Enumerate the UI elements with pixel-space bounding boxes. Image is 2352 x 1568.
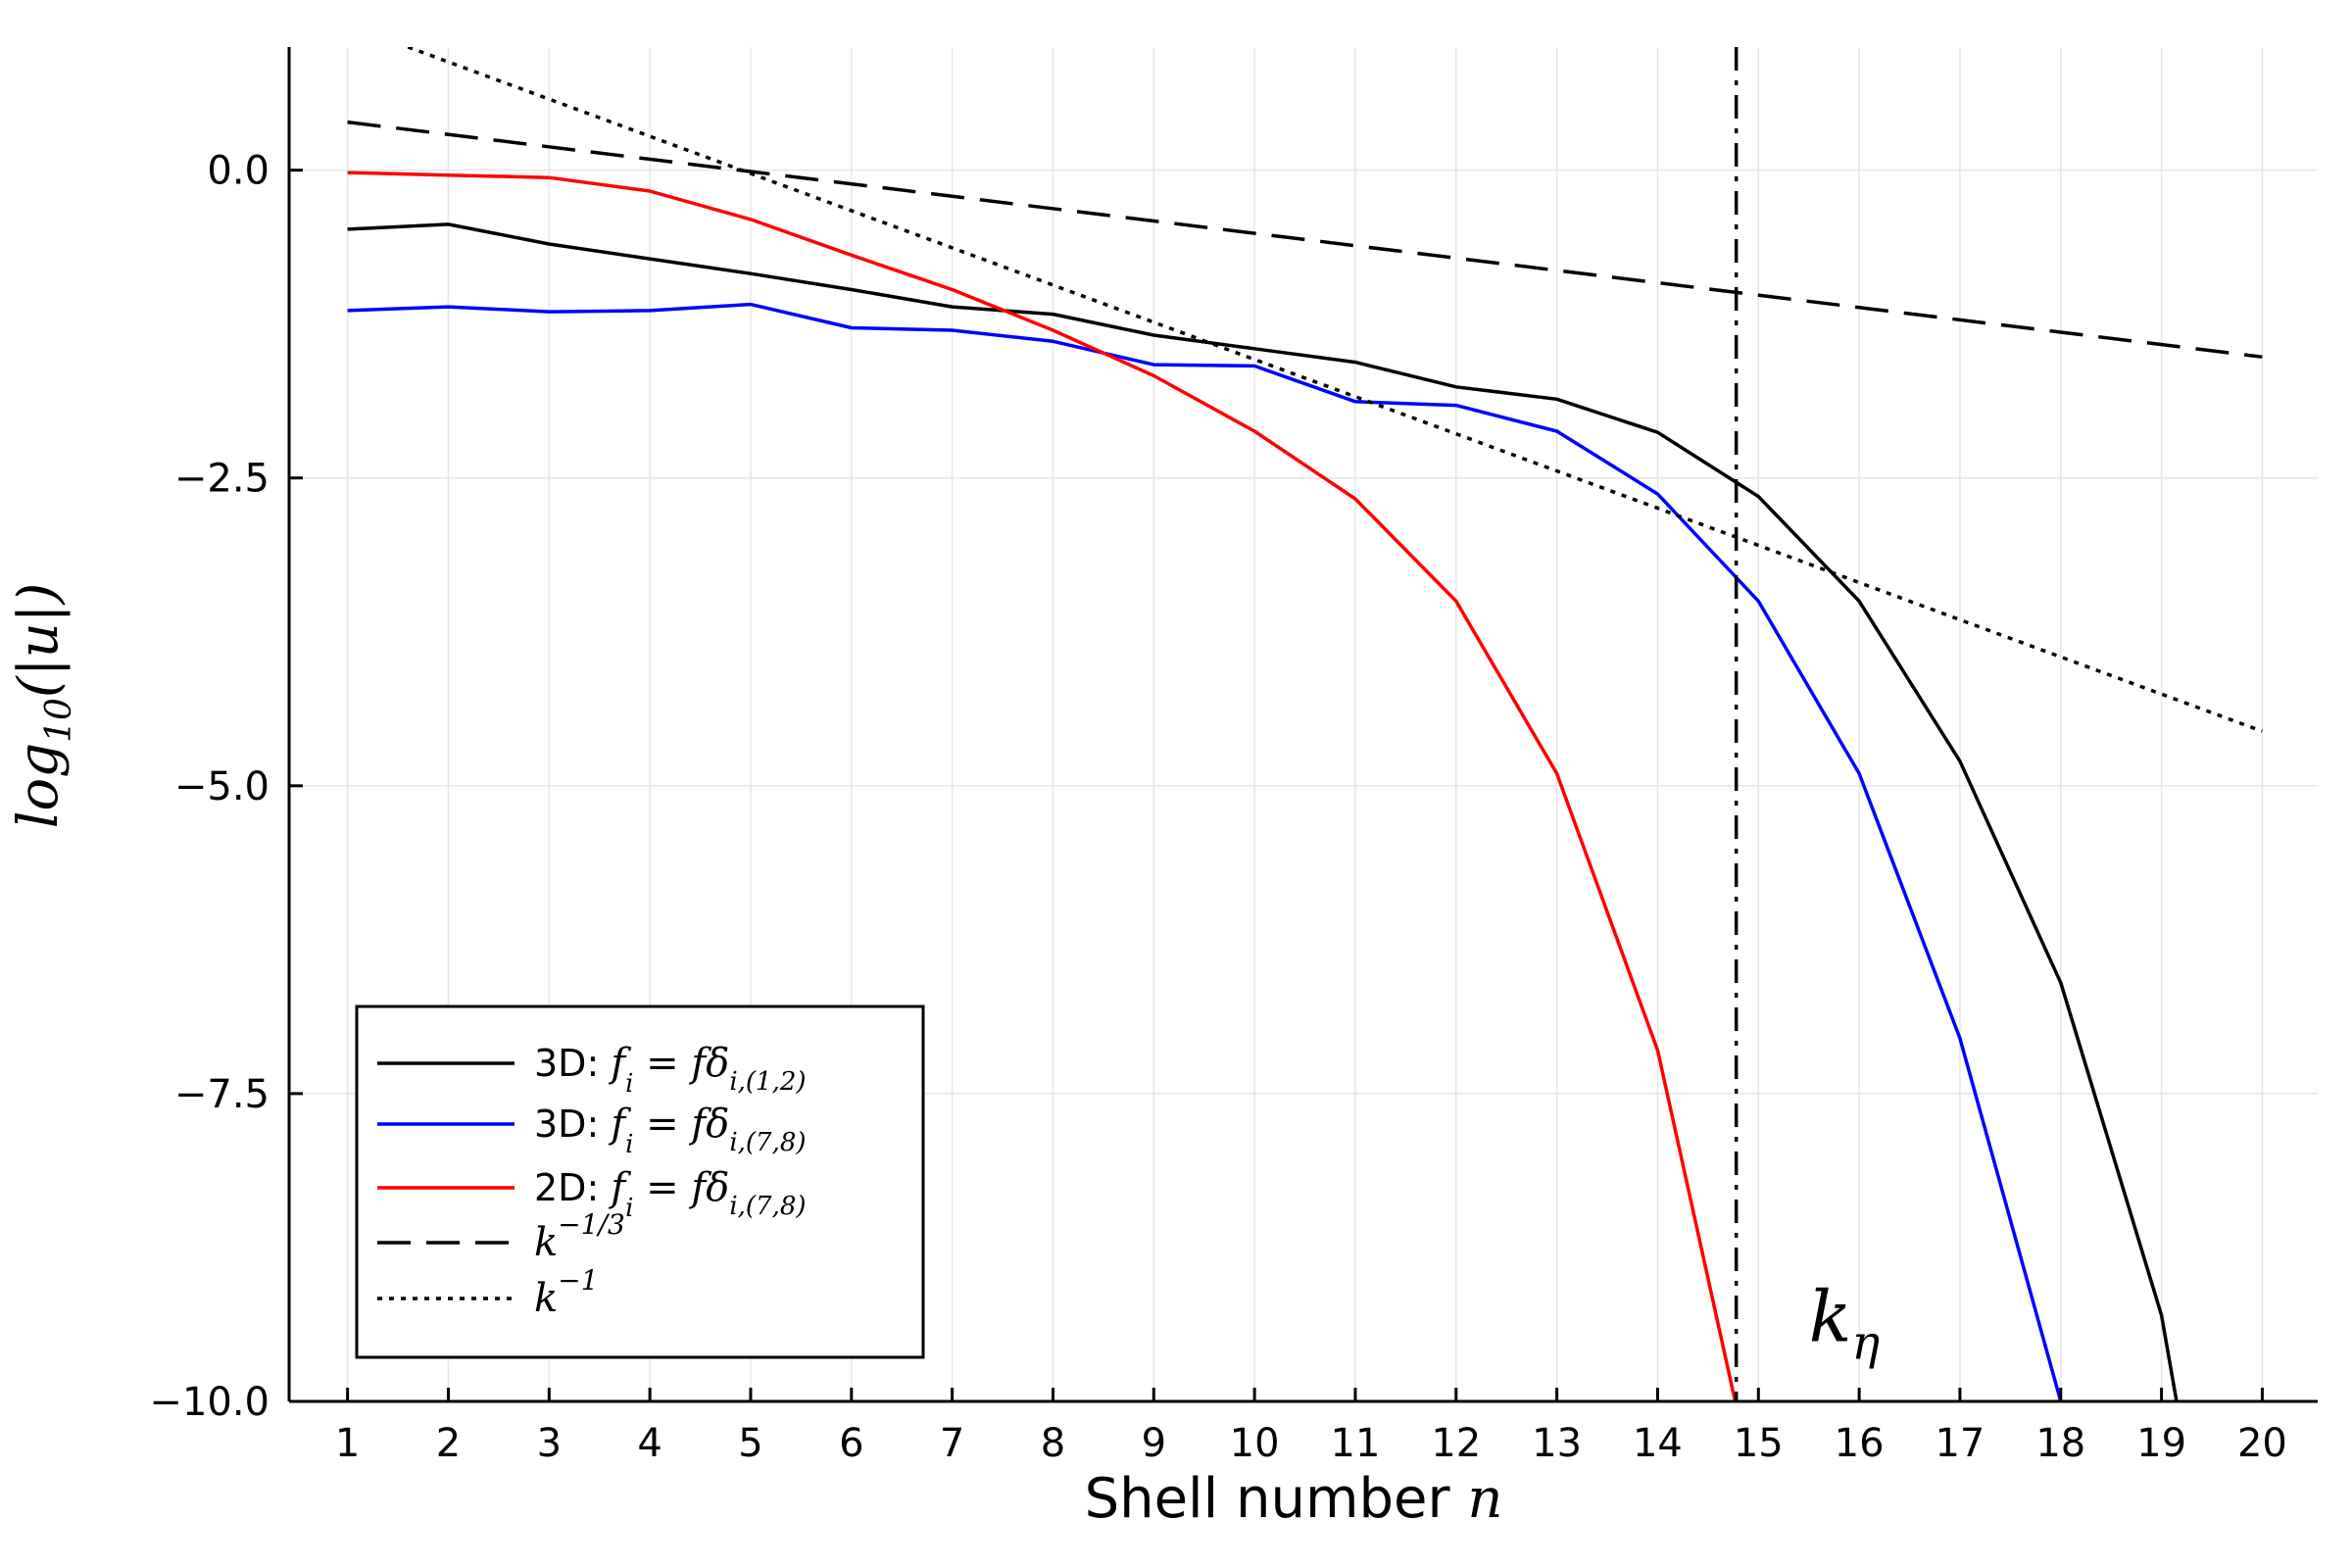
y-axis-label: log10(|u|) [7,583,79,829]
annotation-layer: kη [1734,47,1881,1401]
x-tick-label: 20 [2237,1421,2287,1466]
y-tick-label: −7.5 [174,1072,270,1117]
x-tick-label: 18 [2035,1421,2085,1466]
legend-idx: i,(1,2) [729,1067,806,1097]
x-tick-label: 15 [1734,1421,1784,1466]
x-tick-label: 7 [940,1421,964,1466]
k-eta-subscript: η [1851,1316,1880,1371]
axes: 1 2 3 4 5 6 7 8 9 10 11 12 13 14 15 16 17 18 19 200.0−2.5−5… [149,47,2318,1466]
series-2-line [347,171,1738,1401]
legend-prefix: 3D: [534,1042,611,1085]
x-tick-label: 10 [1230,1421,1280,1466]
legend-prefix: 2D: [534,1166,611,1209]
legend-idx: i,(7,8) [729,1192,806,1221]
legend: 3D: fi = fδi,(1,2)3D: fi = fδi,(7,8) 2D: … [355,1004,925,1359]
y-tick-label: 0.0 [207,149,270,194]
x-tick-label: 4 [637,1421,662,1466]
k-eta-base: k [1809,1276,1852,1358]
x-tick-label: 12 [1431,1421,1481,1466]
legend-idx: i,(7,8) [729,1128,806,1157]
legend-sup: −1 [558,1264,598,1297]
y-tick-label: −10.0 [149,1380,270,1425]
x-tick-label: 8 [1041,1421,1065,1466]
x-axis-label: Shell number n [1085,1467,1503,1531]
x-tick-label: 16 [1835,1421,1885,1466]
x-tick-label: 1 [335,1421,360,1466]
legend-entry-4: k−1 [534,1264,599,1321]
legend-sup: −1/3 [558,1208,625,1241]
legend-math: k [534,1220,558,1265]
series-3-line [347,120,2263,359]
legend-entry-1: 3D: fi = fδi,(7,8) [534,1102,807,1159]
legend-entry-3: k−1/3 [534,1208,625,1265]
x-tick-label: 11 [1331,1421,1381,1466]
legend-math: k [534,1276,558,1321]
legend-eq: = fδ [633,1041,729,1086]
y-tick-label: −2.5 [174,457,270,502]
series-1-line [347,302,2063,1401]
x-tick-label: 9 [1142,1421,1166,1466]
x-tick-label: 13 [1532,1421,1582,1466]
x-tick-label: 3 [537,1421,562,1466]
x-tick-label: 14 [1633,1421,1683,1466]
x-tick-label: 17 [1935,1421,1984,1466]
x-tick-label: 19 [2136,1421,2186,1466]
x-tick-label: 6 [839,1421,863,1466]
y-tick-label: −5.0 [174,764,270,809]
x-tick-label: 5 [738,1421,762,1466]
k-eta-annotation: kη [1809,1276,1881,1371]
legend-sub: i [625,1130,633,1159]
legend-sub: i [625,1194,633,1223]
series-4-line [407,47,2264,733]
legend-eq: = fδ [633,1165,729,1210]
series-layer [347,47,2264,1401]
legend-sub: i [625,1069,633,1099]
legend-prefix: 3D: [534,1102,611,1146]
legend-eq: = fδ [633,1102,729,1147]
series-0-line [347,222,2179,1401]
x-tick-label: 2 [436,1421,461,1466]
legend-entry-0: 3D: fi = fδi,(1,2) [534,1041,807,1099]
legend-entry-2: 2D: fi = fδi,(7,8) [534,1165,807,1223]
